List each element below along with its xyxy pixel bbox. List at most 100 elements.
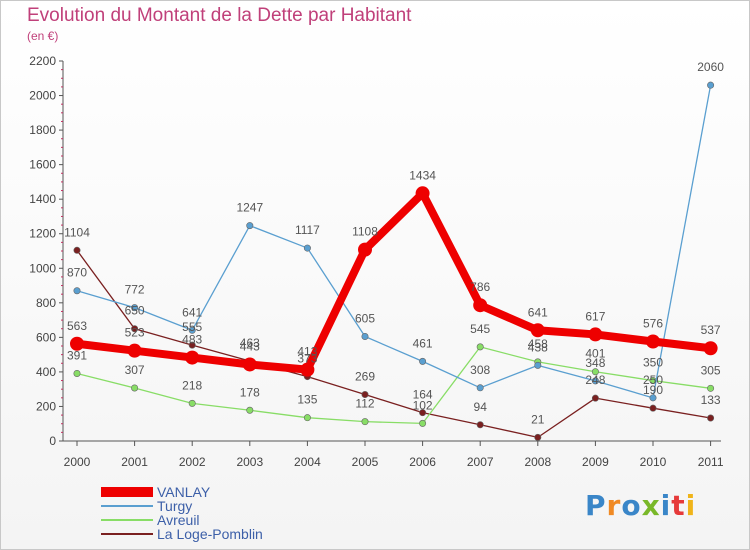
data-label: 555 [182, 320, 202, 334]
data-point [649, 394, 657, 402]
data-label: 190 [643, 383, 663, 397]
data-label: 135 [297, 393, 317, 407]
data-label: 307 [125, 363, 145, 377]
data-point [358, 242, 372, 257]
data-point [303, 244, 311, 252]
data-point [476, 421, 484, 429]
data-point [476, 343, 484, 351]
data-label: 2060 [697, 60, 724, 74]
x-tick-label: 2006 [409, 455, 436, 469]
data-label: 641 [182, 305, 202, 319]
data-label: 458 [528, 337, 548, 351]
data-label: 772 [125, 283, 145, 297]
data-point [591, 377, 599, 385]
data-point [361, 391, 369, 399]
data-label: 870 [67, 266, 87, 280]
y-tick-label: 1000 [29, 261, 56, 275]
data-point [246, 406, 254, 414]
data-point [646, 334, 660, 349]
data-label: 102 [413, 398, 433, 412]
data-label: 218 [182, 378, 202, 392]
data-point [591, 368, 599, 376]
data-label: 641 [528, 305, 548, 319]
data-point [188, 399, 196, 407]
x-tick-label: 2008 [524, 455, 551, 469]
data-point [703, 341, 718, 356]
series-line-avreuil [76, 346, 712, 425]
data-point [415, 186, 430, 201]
data-label: 1247 [236, 201, 263, 215]
data-label: 305 [701, 363, 721, 377]
data-label: 563 [67, 319, 87, 333]
data-label: 438 [528, 340, 548, 354]
x-tick-label: 2000 [64, 455, 91, 469]
y-tick-label: 0 [49, 434, 56, 448]
data-label: 576 [643, 317, 663, 331]
data-label: 650 [125, 304, 145, 318]
data-point [473, 298, 488, 313]
data-label: 112 [355, 397, 374, 411]
proxiti-logo: Proxiti [585, 489, 697, 522]
legend-label: Avreuil [157, 512, 200, 528]
data-point [303, 414, 311, 422]
y-tick-label: 400 [36, 365, 56, 379]
legend-swatch [101, 533, 153, 535]
data-label: 463 [240, 336, 260, 350]
y-tick-label: 1600 [29, 158, 56, 172]
legend-swatch [101, 487, 153, 497]
data-point [534, 361, 542, 369]
data-point [649, 404, 657, 412]
data-label: 605 [355, 312, 375, 326]
legend-swatch [101, 519, 153, 521]
y-tick-label: 1800 [29, 123, 56, 137]
data-label: 545 [470, 322, 490, 336]
data-label: 617 [585, 309, 605, 323]
x-tick-label: 2002 [179, 455, 206, 469]
data-label: 133 [701, 393, 721, 407]
y-tick-label: 200 [36, 399, 56, 413]
series-line-turgy [76, 84, 712, 399]
data-label: 373 [297, 352, 317, 366]
data-label: 483 [182, 333, 202, 347]
data-label: 786 [470, 280, 490, 294]
data-label: 308 [470, 363, 490, 377]
data-point [73, 369, 81, 377]
data-label: 1434 [409, 168, 436, 182]
data-point [131, 384, 139, 392]
data-label: 94 [474, 400, 488, 414]
data-label: 461 [413, 336, 433, 350]
legend-label: La Loge-Pomblin [157, 526, 263, 542]
data-point [419, 419, 427, 427]
data-label: 1104 [64, 225, 90, 239]
legend-swatch [101, 505, 153, 507]
data-point [242, 357, 257, 372]
x-tick-label: 2004 [294, 455, 321, 469]
x-tick-label: 2009 [582, 455, 609, 469]
data-point [591, 394, 599, 402]
data-point [361, 418, 369, 426]
y-tick-label: 600 [36, 330, 56, 344]
y-tick-label: 1400 [29, 192, 56, 206]
data-label: 21 [531, 412, 545, 426]
data-point [707, 414, 715, 422]
series-line-la-loge-pomblin [76, 249, 712, 439]
data-label: 443 [240, 339, 260, 353]
y-tick-label: 1200 [29, 227, 56, 241]
data-label: 537 [701, 323, 721, 337]
data-label: 523 [125, 326, 145, 340]
data-label: 178 [240, 385, 260, 399]
legend-label: VANLAY [157, 484, 211, 500]
data-label: 250 [643, 373, 663, 387]
data-point [361, 332, 369, 340]
data-point [131, 325, 139, 333]
x-tick-label: 2010 [640, 455, 667, 469]
x-tick-label: 2001 [121, 455, 148, 469]
data-point [534, 433, 542, 441]
data-point [300, 362, 315, 377]
data-label: 164 [413, 388, 433, 402]
data-label: 401 [585, 347, 605, 361]
x-tick-label: 2011 [698, 455, 724, 469]
data-point [707, 384, 715, 392]
data-point [707, 81, 715, 89]
data-point [419, 409, 427, 417]
